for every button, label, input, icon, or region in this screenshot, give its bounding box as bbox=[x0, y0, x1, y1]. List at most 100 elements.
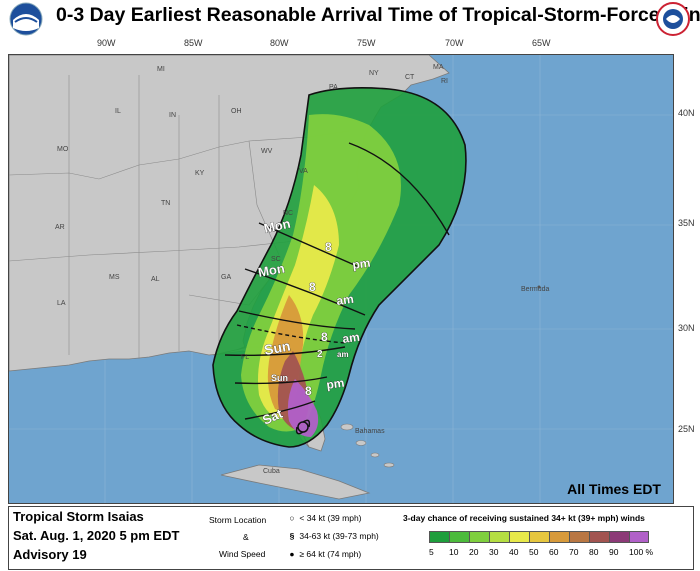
scale-swatch-5 bbox=[529, 531, 549, 543]
land-cuba bbox=[220, 464, 371, 500]
key-below-34kt: ○ < 34 kt (39 mph) bbox=[287, 513, 362, 523]
arrival-label-0-ampm: pm bbox=[351, 256, 371, 272]
svg-text:WV: WV bbox=[261, 148, 273, 155]
arrival-label-3-day: Sun bbox=[271, 373, 288, 383]
key-64kt-label: ≥ 64 kt (74 mph) bbox=[299, 549, 362, 559]
label-bahamas: Bahamas bbox=[355, 428, 385, 435]
svg-text:AR: AR bbox=[55, 224, 65, 231]
scale-label-9: 90 bbox=[609, 547, 619, 557]
probability-title: 3-day chance of receiving sustained 34+ … bbox=[403, 513, 645, 523]
svg-text:LA: LA bbox=[57, 300, 66, 307]
svg-text:MA: MA bbox=[433, 64, 444, 71]
arrival-label-3-num: 2 bbox=[317, 349, 323, 360]
svg-text:KY: KY bbox=[195, 170, 205, 177]
state-labels: MI OH PA IN IL MO KY WV VA TN NC AR MS A… bbox=[55, 64, 448, 361]
scale-label-5: 50 bbox=[529, 547, 539, 557]
arrival-label-1-day: Mon bbox=[257, 261, 286, 280]
arrival-label-4-ampm: pm bbox=[325, 376, 345, 392]
storm-advisory: Advisory 19 bbox=[13, 547, 87, 562]
scale-swatch-3 bbox=[489, 531, 509, 543]
key-below-34kt-label: < 34 kt (39 mph) bbox=[299, 513, 362, 523]
amp-label: & bbox=[243, 532, 249, 542]
svg-text:IL: IL bbox=[115, 108, 121, 115]
scale-swatch-9 bbox=[609, 531, 629, 543]
lat-label-30n: 30N bbox=[678, 323, 695, 333]
svg-text:FL: FL bbox=[241, 354, 249, 361]
scale-label-1: 10 bbox=[449, 547, 459, 557]
probability-scale-labels: 5 10 20 30 40 50 60 70 80 90 100 % bbox=[429, 547, 669, 557]
svg-text:PA: PA bbox=[329, 84, 338, 91]
nws-logo bbox=[656, 2, 690, 36]
lon-label-75w: 75W bbox=[357, 38, 376, 48]
key-34-63kt: § 34-63 kt (39-73 mph) bbox=[287, 531, 379, 541]
scale-swatch-10 bbox=[629, 531, 649, 543]
scale-label-7: 70 bbox=[569, 547, 579, 557]
arrival-label-2-day: Sun bbox=[263, 338, 292, 358]
svg-text:CT: CT bbox=[405, 74, 415, 81]
arrival-boundary bbox=[212, 87, 467, 448]
key-34-63kt-label: 34-63 kt (39-73 mph) bbox=[299, 531, 379, 541]
scale-swatch-0 bbox=[429, 531, 449, 543]
lon-label-70w: 70W bbox=[445, 38, 464, 48]
scale-swatch-4 bbox=[509, 531, 529, 543]
lon-label-65w: 65W bbox=[532, 38, 551, 48]
noaa-logo bbox=[9, 2, 43, 36]
svg-text:AL: AL bbox=[151, 276, 160, 283]
scale-swatch-2 bbox=[469, 531, 489, 543]
arrival-label-1-num: 8 bbox=[309, 280, 316, 294]
isochrone-lines bbox=[224, 142, 450, 420]
svg-text:TN: TN bbox=[161, 200, 170, 207]
wind-speed-label: Wind Speed bbox=[219, 549, 266, 559]
scale-swatch-8 bbox=[589, 531, 609, 543]
probability-bands bbox=[213, 87, 466, 447]
title-bar: 0-3 Day Earliest Reasonable Arrival Time… bbox=[0, 0, 700, 36]
tropical-storm-icon: § bbox=[289, 531, 295, 541]
map-canvas: MI OH PA IN IL MO KY WV VA TN NC AR MS A… bbox=[9, 55, 673, 503]
arrival-label-3-ampm: am bbox=[337, 350, 349, 359]
scale-label-2: 20 bbox=[469, 547, 479, 557]
scale-swatch-1 bbox=[449, 531, 469, 543]
label-bermuda: Bermuda bbox=[521, 286, 550, 293]
svg-text:NC: NC bbox=[283, 210, 293, 217]
lat-label-35n: 35N bbox=[678, 218, 695, 228]
svg-text:NY: NY bbox=[369, 70, 379, 77]
open-circle-icon: ○ bbox=[289, 513, 295, 523]
location-label: Storm Location bbox=[209, 515, 267, 525]
land-bahamas bbox=[340, 423, 395, 468]
timezone-note: All Times EDT bbox=[567, 481, 661, 497]
svg-text:OH: OH bbox=[231, 108, 242, 115]
legend-footer: Tropical Storm Isaias Sat. Aug. 1, 2020 … bbox=[8, 506, 694, 570]
scale-label-0: 5 bbox=[429, 547, 434, 557]
scale-label-4: 40 bbox=[509, 547, 519, 557]
band-100 bbox=[287, 379, 319, 437]
svg-text:MO: MO bbox=[57, 146, 69, 153]
lon-label-80w: 80W bbox=[270, 38, 289, 48]
svg-text:SC: SC bbox=[271, 256, 281, 263]
arrival-label-0-num: 8 bbox=[325, 240, 332, 254]
svg-text:RI: RI bbox=[441, 78, 448, 85]
svg-text:MS: MS bbox=[109, 274, 120, 281]
arrival-label-0-day: Mon bbox=[263, 216, 292, 236]
arrival-label-4-num: 8 bbox=[305, 384, 312, 398]
scale-swatch-7 bbox=[569, 531, 589, 543]
forecast-map: MI OH PA IN IL MO KY WV VA TN NC AR MS A… bbox=[8, 54, 674, 504]
scale-label-3: 30 bbox=[489, 547, 499, 557]
label-cuba: Cuba bbox=[263, 468, 280, 475]
lon-label-90w: 90W bbox=[97, 38, 116, 48]
scale-label-10: 100 % bbox=[629, 547, 654, 557]
storm-name: Tropical Storm Isaias bbox=[13, 509, 144, 524]
scale-label-8: 80 bbox=[589, 547, 599, 557]
arrival-label-2-num: 8 bbox=[321, 330, 328, 344]
bermuda-dot bbox=[537, 285, 541, 289]
svg-text:GA: GA bbox=[221, 274, 231, 281]
lat-label-25n: 25N bbox=[678, 424, 695, 434]
scale-label-6: 60 bbox=[549, 547, 559, 557]
probability-scale bbox=[429, 531, 649, 543]
map-title: 0-3 Day Earliest Reasonable Arrival Time… bbox=[56, 4, 700, 26]
lon-label-85w: 85W bbox=[184, 38, 203, 48]
arrival-label-1-ampm: am bbox=[335, 292, 354, 308]
svg-text:VA: VA bbox=[299, 168, 308, 175]
hurricane-icon: ● bbox=[289, 549, 295, 559]
scale-swatch-6 bbox=[549, 531, 569, 543]
svg-text:MI: MI bbox=[157, 66, 165, 73]
